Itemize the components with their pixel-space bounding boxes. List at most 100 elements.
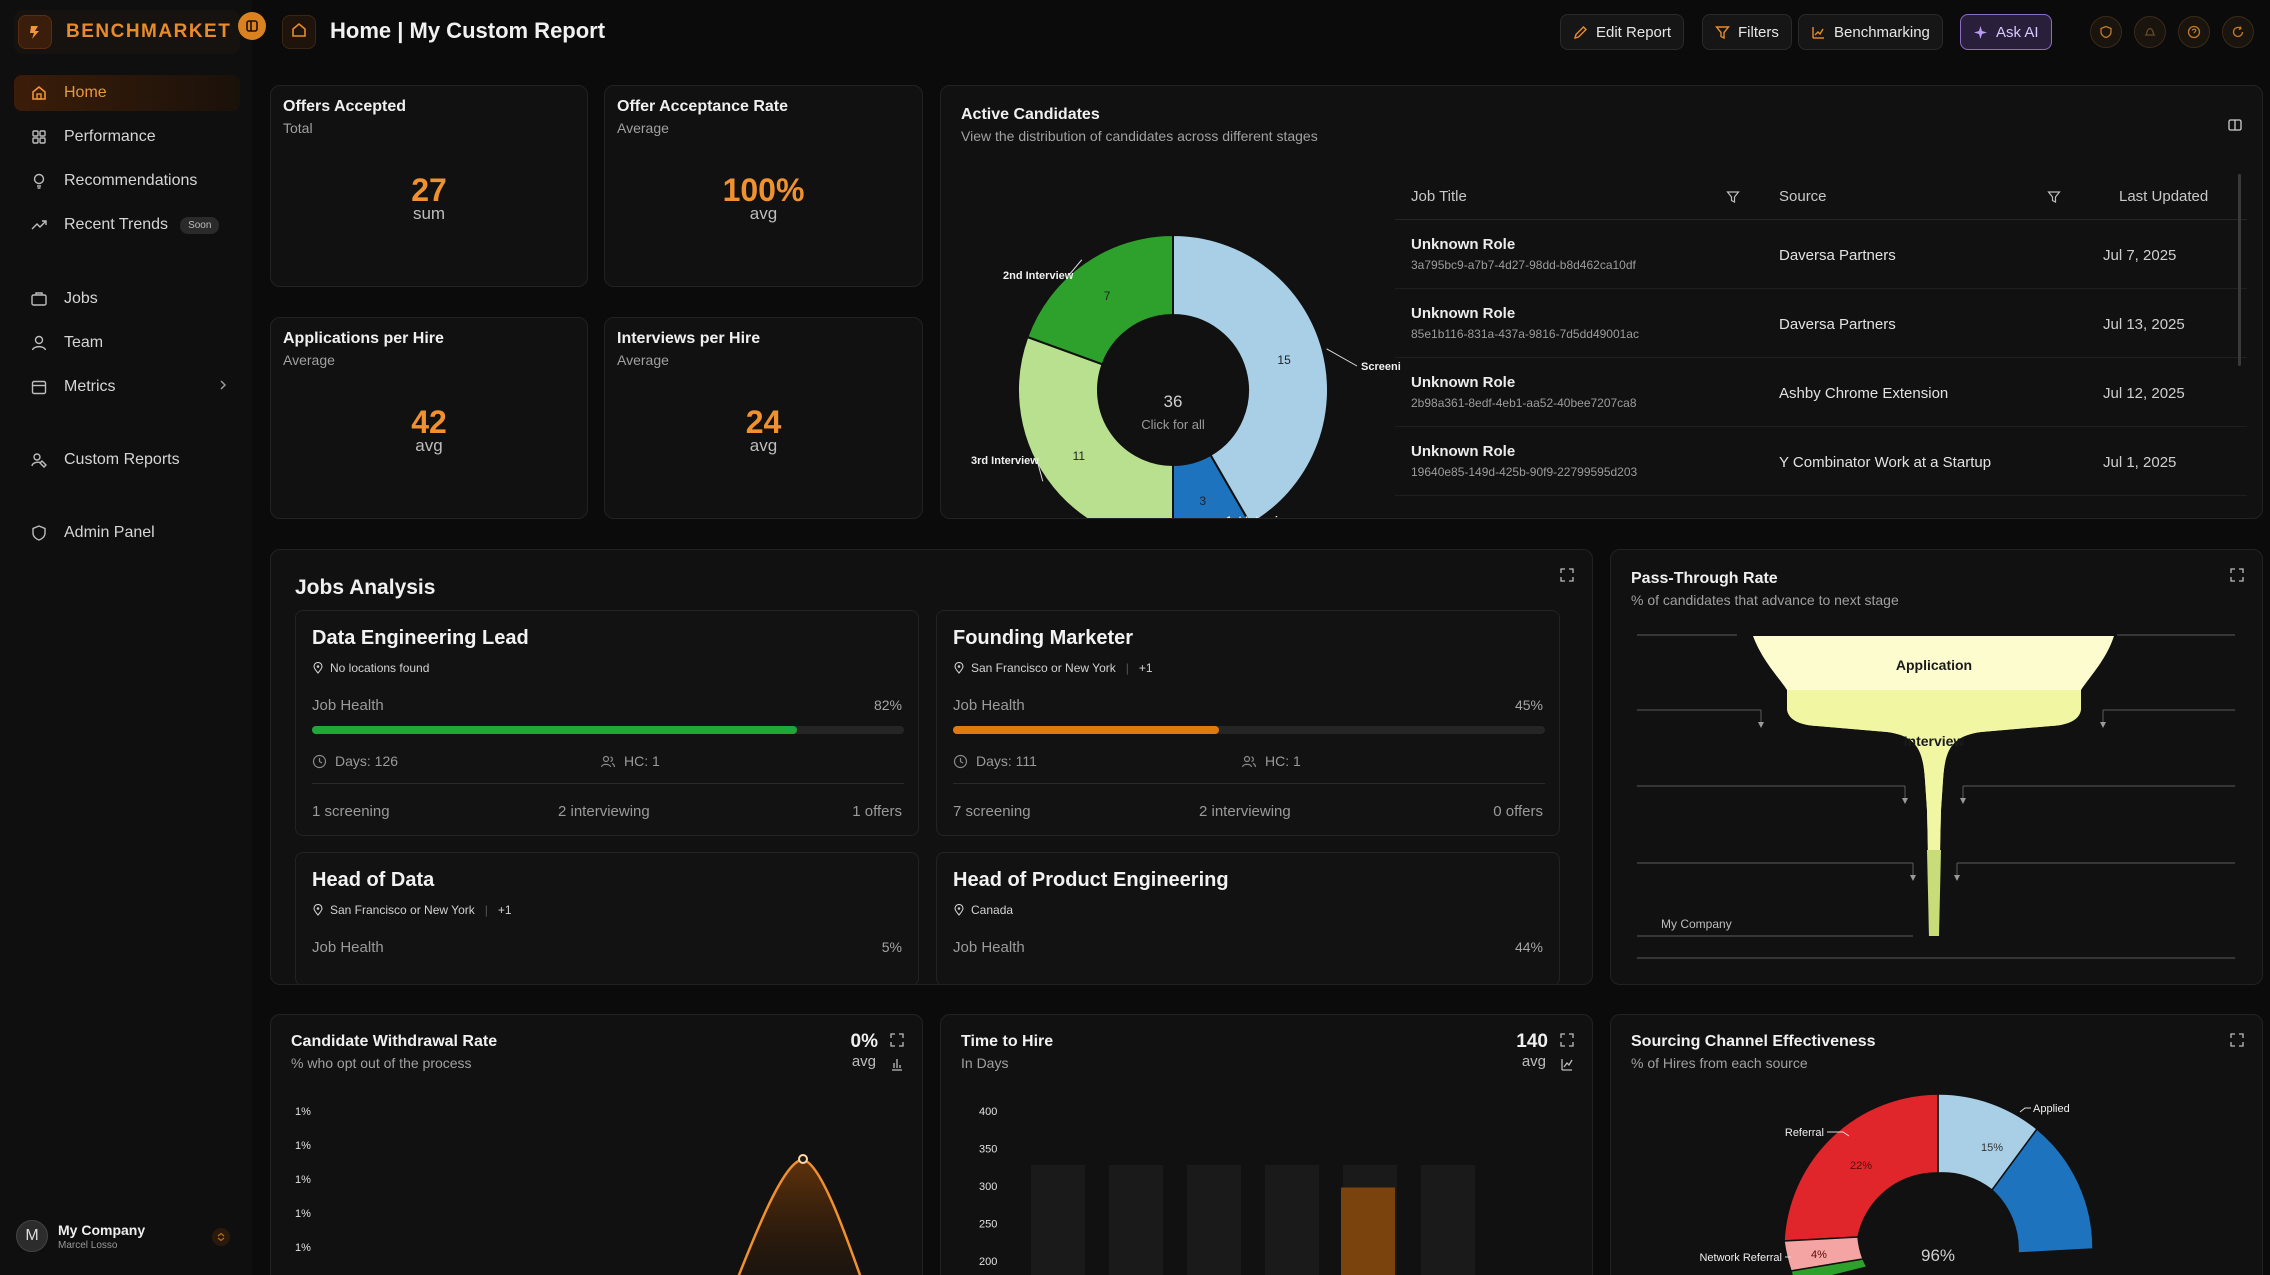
filter-icon[interactable] (2047, 190, 2061, 208)
pass-through-funnel[interactable]: Application Interview My Company (1611, 550, 2263, 985)
user-text: My Company Marcel Losso (58, 1222, 145, 1251)
donut-center-hint: Click for all (1141, 417, 1205, 432)
withdrawal-line-chart[interactable]: 1%1%1%1%1%0% (271, 1075, 923, 1275)
time-to-hire-bar-chart[interactable]: 400 350 300 250 200 (941, 1075, 1593, 1275)
job-health-bar (953, 726, 1220, 734)
expand-icon[interactable] (2228, 566, 2246, 584)
sidebar-item-team[interactable]: Team (14, 325, 240, 361)
job-health-bar (312, 726, 798, 734)
sourcing-donut[interactable]: 15% 22% 4% Applied Referral Network Refe… (1611, 1015, 2263, 1275)
ask-ai-button[interactable]: Ask AI (1960, 14, 2052, 50)
job-card-head-of-product-engineering[interactable]: Head of Product Engineering Canada Job H… (936, 852, 1560, 984)
filter-icon[interactable] (1726, 190, 1740, 208)
home-button[interactable] (282, 15, 316, 49)
shield-icon (28, 522, 50, 544)
chevrons-updown-icon[interactable] (212, 1228, 230, 1246)
slice-2nd-interview[interactable] (1026, 233, 1174, 366)
sidebar-item-recommendations[interactable]: Recommendations (14, 163, 240, 199)
table-row[interactable]: Unknown Role 3a795bc9-a7b7-4d27-98dd-b8d… (1395, 220, 2247, 289)
col-last-updated[interactable]: Last Updated (2119, 188, 2209, 205)
sidebar-item-home[interactable]: Home (14, 75, 240, 111)
job-days: Days: 111 (953, 753, 1037, 769)
background-bar (1265, 1165, 1319, 1275)
slice-1st-interview[interactable] (1172, 453, 1251, 519)
sidebar-item-label: Home (64, 84, 107, 101)
bar-chart-icon[interactable] (888, 1055, 906, 1073)
slice-other[interactable] (1990, 1127, 2094, 1254)
user-profile[interactable]: M My Company Marcel Losso (16, 1216, 236, 1256)
job-location-extra: +1 (497, 903, 512, 917)
expand-panel-icon[interactable] (2226, 116, 2244, 134)
sidebar-item-custom-reports[interactable]: Custom Reports (14, 442, 240, 478)
slice-3rd-interview[interactable] (1017, 335, 1174, 519)
divider (953, 783, 1545, 784)
user-company: My Company (58, 1221, 146, 1238)
edit-report-button[interactable]: Edit Report (1560, 14, 1685, 50)
expand-icon[interactable] (1558, 566, 1576, 584)
bell-icon[interactable] (2134, 16, 2166, 48)
kpi-card-offer-acceptance-rate[interactable]: Offer Acceptance Rate Average 100% avg (604, 85, 923, 287)
shield-status-icon[interactable] (2090, 16, 2122, 48)
job-days-text: Days: 126 (335, 753, 399, 769)
job-health-percent: 44% (1514, 939, 1543, 955)
job-headcount-text: HC: 1 (1265, 753, 1301, 769)
kpi-subtitle: Average (617, 120, 669, 136)
job-screening: 1 screening (312, 803, 390, 820)
job-card-head-of-data[interactable]: Head of Data San Francisco or New York |… (295, 852, 919, 984)
sidebar-item-metrics[interactable]: Metrics (14, 369, 240, 405)
job-location: No locations found (312, 661, 429, 675)
filters-button[interactable]: Filters (1702, 14, 1792, 50)
slice-value-3rd-interview: 11 (1073, 449, 1086, 463)
brand[interactable]: BENCHMARKET (14, 10, 240, 54)
sidebar-item-label: Admin Panel (64, 524, 155, 541)
job-headcount-text: HC: 1 (624, 753, 660, 769)
job-headcount: HC: 1 (1241, 753, 1301, 769)
page-title: Home | My Custom Report (330, 18, 606, 43)
callout-line (1036, 459, 1044, 482)
col-source[interactable]: Source (1779, 188, 1827, 205)
slice-referral[interactable] (1783, 1093, 1939, 1242)
arrow-down-icon (2100, 722, 2106, 728)
table-row[interactable]: Unknown Role 2b98a361-8edf-4eb1-aa52-40b… (1395, 358, 2247, 427)
job-health-percent: 45% (1514, 697, 1543, 713)
kpi-card-interviews-per-hire[interactable]: Interviews per Hire Average 24 avg (604, 317, 923, 519)
job-location-text: Canada (971, 903, 1014, 917)
job-title: Founding Marketer (953, 627, 1134, 649)
active-candidates-donut[interactable]: 15 Screening 3 1st Interview 11 3rd Interview… (941, 156, 1401, 519)
lightbulb-icon (28, 170, 50, 192)
sidebar-item-jobs[interactable]: Jobs (14, 281, 240, 317)
job-card-data-engineering-lead[interactable]: Data Engineering Lead No locations found… (295, 610, 919, 836)
kpi-card-applications-per-hire[interactable]: Applications per Hire Average 42 avg (270, 317, 588, 519)
job-health-percent: 82% (873, 697, 902, 713)
sidebar-item-admin-panel[interactable]: Admin Panel (14, 515, 240, 551)
table-row[interactable]: Unknown Role 19640e85-149d-425b-90f9-227… (1395, 427, 2247, 496)
card-title: Jobs Analysis (295, 576, 436, 599)
callout-line (1326, 348, 1358, 367)
expand-icon[interactable] (1558, 1031, 1576, 1049)
expand-icon[interactable] (888, 1031, 906, 1049)
card-title: Time to Hire (961, 1033, 1054, 1050)
withdrawal-point[interactable] (798, 1154, 808, 1164)
col-job-title[interactable]: Job Title (1411, 188, 1467, 205)
job-card-founding-marketer[interactable]: Founding Marketer San Francisco or New Y… (936, 610, 1560, 836)
line-chart-icon[interactable] (1558, 1055, 1576, 1073)
sidebar-toggle-icon[interactable] (238, 12, 266, 40)
sidebar-item-performance[interactable]: Performance (14, 119, 240, 155)
slice-screening[interactable] (1172, 233, 1329, 519)
help-icon[interactable] (2178, 16, 2210, 48)
table-row[interactable]: Unknown Role 85e1b116-831a-437a-9816-7d5… (1395, 289, 2247, 358)
row-updated: Jul 1, 2025 (2103, 454, 2177, 471)
refresh-icon[interactable] (2222, 16, 2254, 48)
slice-label-1st-interview: 1st Interview (1226, 515, 1293, 519)
sidebar-item-recent-trends[interactable]: Recent Trends Soon (14, 207, 240, 243)
bar-highlight[interactable] (1341, 1187, 1395, 1275)
benchmarking-button[interactable]: Benchmarking (1798, 14, 1943, 50)
kpi-card-offers-accepted[interactable]: Offers Accepted Total 27 sum (270, 85, 588, 287)
slice-green[interactable] (1790, 1258, 1869, 1275)
sidebar-item-label: Custom Reports (64, 451, 180, 468)
card-subtitle: View the distribution of candidates acro… (961, 128, 1318, 144)
kpi-subtitle: Total (283, 120, 313, 136)
table-scrollbar[interactable] (2238, 174, 2241, 366)
expand-icon[interactable] (2228, 1031, 2246, 1049)
